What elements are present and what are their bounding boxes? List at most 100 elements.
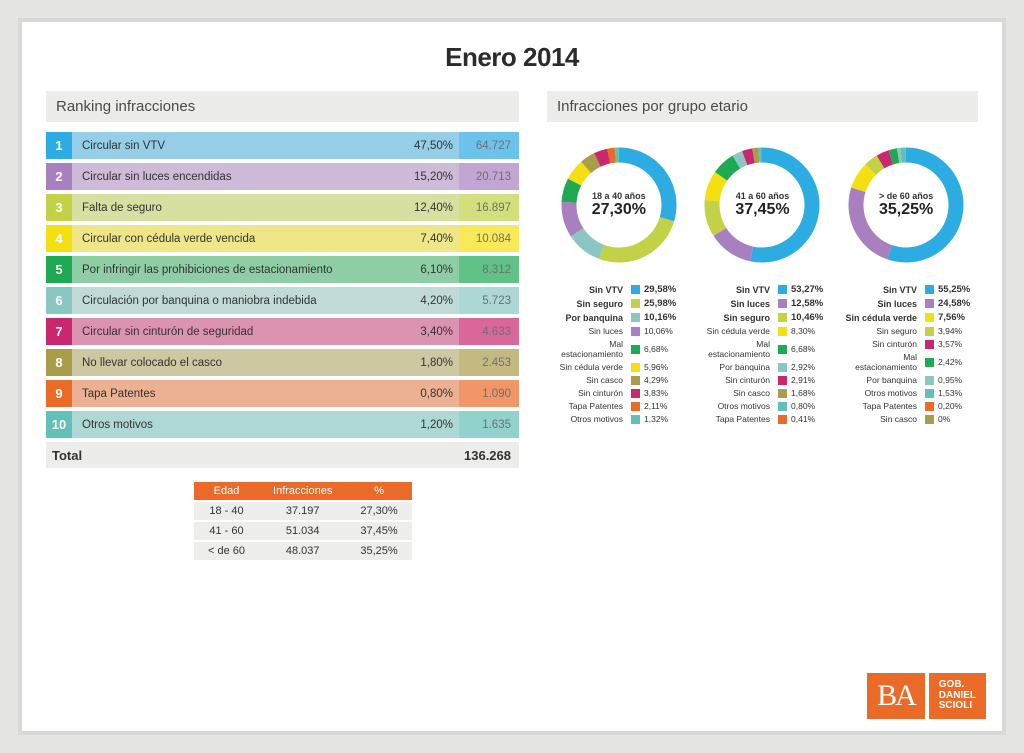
legend-name: Sin luces (841, 299, 921, 309)
legend-swatch (925, 340, 934, 349)
rank-bar: Tapa Patentes 0,80% (72, 380, 459, 407)
legend-swatch (631, 285, 640, 294)
legend-row: Sin seguro 10,46% (694, 312, 831, 323)
total-row: Total 136.268 (46, 442, 519, 468)
donut-label: 41 a 60 años (736, 191, 790, 201)
legend-row: Sin VTV 29,58% (547, 284, 684, 295)
age-group-title: Infracciones por grupo etario (547, 91, 978, 122)
legend-row: Tapa Patentes 0,20% (841, 401, 978, 411)
legend-name: Sin casco (694, 388, 774, 398)
legend-value: 0,41% (791, 414, 831, 424)
legend-swatch (631, 415, 640, 424)
legend-name: Sin cinturón (547, 388, 627, 398)
legend-column: Sin VTV 55,25% Sin luces 24,58% Sin cédula… (841, 284, 978, 427)
ranking-row: 2 Circular sin luces encendidas 15,20% 2… (46, 163, 519, 190)
legend-name: Sin VTV (841, 285, 921, 295)
legend-value: 29,58% (644, 284, 684, 295)
rank-number: 1 (46, 132, 72, 159)
ranking-row: 4 Circular con cédula verde vencida 7,40… (46, 225, 519, 252)
rank-percent: 1,80% (403, 357, 459, 369)
rank-label: Circular con cédula verde vencida (72, 233, 403, 245)
legend-swatch (631, 389, 640, 398)
rank-bar: Falta de seguro 12,40% (72, 194, 459, 221)
age-table: EdadInfracciones% 18 - 4037.19727,30%41 … (194, 482, 412, 560)
rank-count: 1.090 (459, 380, 519, 407)
legend-swatch (631, 376, 640, 385)
legend-swatch (778, 415, 787, 424)
legend-value: 0,80% (791, 401, 831, 411)
legend-swatch (631, 327, 640, 336)
rank-number: 5 (46, 256, 72, 283)
legend-value: 10,06% (644, 326, 684, 336)
legend-swatch (631, 402, 640, 411)
legend-row: Sin cédula verde 7,56% (841, 312, 978, 323)
legend-row: Sin casco 1,68% (694, 388, 831, 398)
legend-value: 3,83% (644, 388, 684, 398)
legend-swatch (925, 327, 934, 336)
ranking-row: 7 Circular sin cinturón de seguridad 3,4… (46, 318, 519, 345)
legend-swatch (925, 415, 934, 424)
legend-name: Tapa Patentes (547, 401, 627, 411)
ranking-row: 5 Por infringir las prohibiciones de est… (46, 256, 519, 283)
rank-percent: 12,40% (403, 202, 459, 214)
legend-name: Sin casco (841, 414, 921, 424)
report-card: Enero 2014 Ranking infracciones 1 Circul… (18, 18, 1006, 735)
ranking-section: Ranking infracciones 1 Circular sin VTV … (46, 91, 519, 560)
legend-value: 24,58% (938, 298, 978, 309)
legend-swatch (778, 299, 787, 308)
legend-row: Por banquina 0,95% (841, 375, 978, 385)
donut-value: 27,30% (592, 201, 646, 219)
legend-swatch (778, 402, 787, 411)
rank-label: Circular sin VTV (72, 140, 403, 152)
rank-percent: 47,50% (403, 140, 459, 152)
rank-count: 16.897 (459, 194, 519, 221)
rank-percent: 3,40% (403, 326, 459, 338)
legend-row: Sin casco 0% (841, 414, 978, 424)
rank-bar: Circular sin luces encendidas 15,20% (72, 163, 459, 190)
legend-name: Sin cédula verde (841, 313, 921, 323)
legend-name: Otros motivos (694, 401, 774, 411)
legend-value: 1,32% (644, 414, 684, 424)
legend-value: 12,58% (791, 298, 831, 309)
rank-number: 7 (46, 318, 72, 345)
donut-chart: 18 a 40 años 27,30% (560, 146, 678, 264)
rank-number: 10 (46, 411, 72, 438)
rank-percent: 7,40% (403, 233, 459, 245)
legend-name: Por banquina (841, 375, 921, 385)
legend-swatch (778, 313, 787, 322)
legend-name: Otros motivos (547, 414, 627, 424)
donut-center: 41 a 60 años 37,45% (703, 146, 821, 264)
total-value: 136.268 (464, 448, 511, 463)
rank-percent: 4,20% (403, 295, 459, 307)
legend-row: Sin VTV 53,27% (694, 284, 831, 295)
legend-name: Sin cinturón (694, 375, 774, 385)
legend-column: Sin VTV 53,27%Sin luces 12,58%Sin seguro… (694, 284, 831, 427)
legend-row: Mal estacionamiento 6,68% (547, 339, 684, 359)
age-group-section: Infracciones por grupo etario 18 a 40 añ… (547, 91, 978, 560)
rank-label: Tapa Patentes (72, 388, 403, 400)
legend-value: 7,56% (938, 312, 978, 323)
donut-row: 18 a 40 años 27,30% 41 a 60 años 37,45% … (547, 146, 978, 264)
donut-center: > de 60 años 35,25% (847, 146, 965, 264)
ranking-row: 6 Circulación por banquina o maniobra in… (46, 287, 519, 314)
legend-name: Sin VTV (694, 285, 774, 295)
legend-swatch (631, 299, 640, 308)
legend-row: Otros motivos 1,32% (547, 414, 684, 424)
rank-number: 9 (46, 380, 72, 407)
legend-swatch (631, 363, 640, 372)
legend-row: Sin cédula verde 8,30% (694, 326, 831, 336)
rank-bar: Circular sin cinturón de seguridad 3,40% (72, 318, 459, 345)
legend-row: Sin VTV 55,25% (841, 284, 978, 295)
legend-value: 4,29% (644, 375, 684, 385)
ranking-title: Ranking infracciones (46, 91, 519, 122)
footer-logos: BA GOB.DANIELSCIOLI (867, 673, 986, 719)
legend-value: 2,42% (938, 357, 978, 367)
rank-count: 64.727 (459, 132, 519, 159)
age-table-header: Edad (194, 482, 259, 501)
legend-value: 10,16% (644, 312, 684, 323)
legend-swatch (925, 299, 934, 308)
legend-name: Por banquina (547, 313, 627, 323)
rank-number: 3 (46, 194, 72, 221)
legend-swatch (631, 313, 640, 322)
rank-number: 2 (46, 163, 72, 190)
